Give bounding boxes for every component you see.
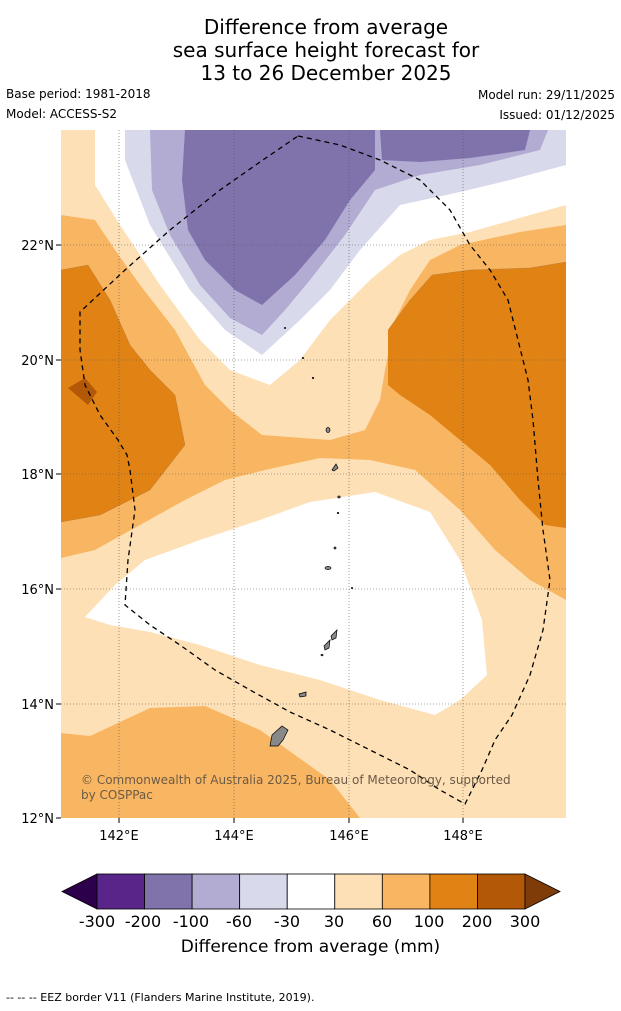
colorbar-segment <box>239 873 288 910</box>
island-alamagan <box>331 463 339 472</box>
lat-label: 12°N <box>21 812 54 827</box>
island-agrihan <box>311 376 315 380</box>
island-aguijan <box>320 653 324 657</box>
lat-label: 16°N <box>21 583 54 598</box>
model-label: Model: ACCESS-S2 <box>6 107 118 121</box>
issued-label: Issued: 01/12/2025 <box>499 108 615 122</box>
base-period-label: Base period: 1981-2018 <box>6 87 151 101</box>
model-run-label: Model run: 29/11/2025 <box>477 88 615 102</box>
colorbar-tick: -60 <box>225 912 253 931</box>
lon-label: 142°E <box>99 829 139 844</box>
lat-label: 18°N <box>21 468 54 483</box>
island-saipan <box>330 629 338 641</box>
lon-label: 146°E <box>329 829 369 844</box>
colorbar-segment <box>334 873 383 910</box>
island-anatahan <box>333 546 337 550</box>
colorbar-tick: -300 <box>78 912 116 931</box>
contour-60-100-south <box>61 706 360 818</box>
island-tinian <box>323 639 331 651</box>
title-line-3: 13 to 26 December 2025 <box>200 61 452 85</box>
colorbar-tick: -30 <box>273 912 301 931</box>
island-guam <box>269 725 289 747</box>
colorbar-tick: -100 <box>172 912 210 931</box>
island-rota <box>298 691 307 698</box>
colorbar-segment <box>286 873 336 910</box>
colorbar-segment <box>96 873 145 910</box>
title-line-1: Difference from average <box>203 15 449 39</box>
colorbar-tick: 30 <box>323 912 345 931</box>
colorbar-tick: 60 <box>371 912 393 931</box>
lon-label: 144°E <box>214 829 254 844</box>
colorbar-tick: 300 <box>509 912 541 931</box>
graticule <box>61 130 566 818</box>
contour-100-200-east <box>388 262 566 528</box>
lat-label: 14°N <box>21 698 54 713</box>
colorbar-segment <box>381 873 431 910</box>
eez-border <box>79 135 551 805</box>
islands <box>269 326 354 747</box>
colorbar-segment <box>477 873 526 910</box>
contour-layer <box>61 130 566 818</box>
island-small <box>350 586 354 590</box>
contour-200-300-west <box>68 378 97 405</box>
copyright-line-2: by COSPPac <box>81 788 153 802</box>
colorbar-extend-over <box>524 873 561 910</box>
copyright-line-1: © Commonwealth of Australia 2025, Bureau… <box>81 773 511 787</box>
axis-ticks <box>56 244 464 823</box>
contour-neg-100-200-west <box>182 130 375 305</box>
title-line-2: sea surface height forecast for <box>172 38 480 62</box>
colorbar-segment <box>191 873 241 910</box>
colorbar-tick: 200 <box>461 912 493 931</box>
contour-neutral-south <box>85 492 487 715</box>
island-pagan <box>325 427 331 433</box>
lon-label: 148°E <box>443 829 483 844</box>
colorbar-extend-under <box>61 873 98 910</box>
island-guguan <box>337 495 341 499</box>
contour-neg-100-200-east <box>380 130 530 162</box>
colorbar-tick: -200 <box>124 912 162 931</box>
contour-100-200-west <box>61 265 185 522</box>
island-farallon-de-medinilla <box>324 566 332 570</box>
latitude-labels: 22°N 20°N 18°N 16°N 14°N 12°N <box>21 239 54 827</box>
lat-label: 20°N <box>21 354 54 369</box>
colorbar <box>61 873 561 910</box>
eez-footnote: -- -- -- EEZ border V11 (Flanders Marine… <box>6 991 315 1004</box>
longitude-labels: 142°E 144°E 146°E 148°E <box>99 829 483 844</box>
chart-title: Difference from average sea surface heig… <box>0 16 621 85</box>
island-sarigan <box>336 511 340 515</box>
colorbar-segment <box>429 873 478 910</box>
colorbar-tick: 100 <box>413 912 445 931</box>
colorbar-segment <box>144 873 193 910</box>
island-maug <box>283 326 287 330</box>
island-asuncion <box>301 356 305 360</box>
lat-label: 22°N <box>21 239 54 254</box>
colorbar-label: Difference from average (mm) <box>180 937 441 957</box>
